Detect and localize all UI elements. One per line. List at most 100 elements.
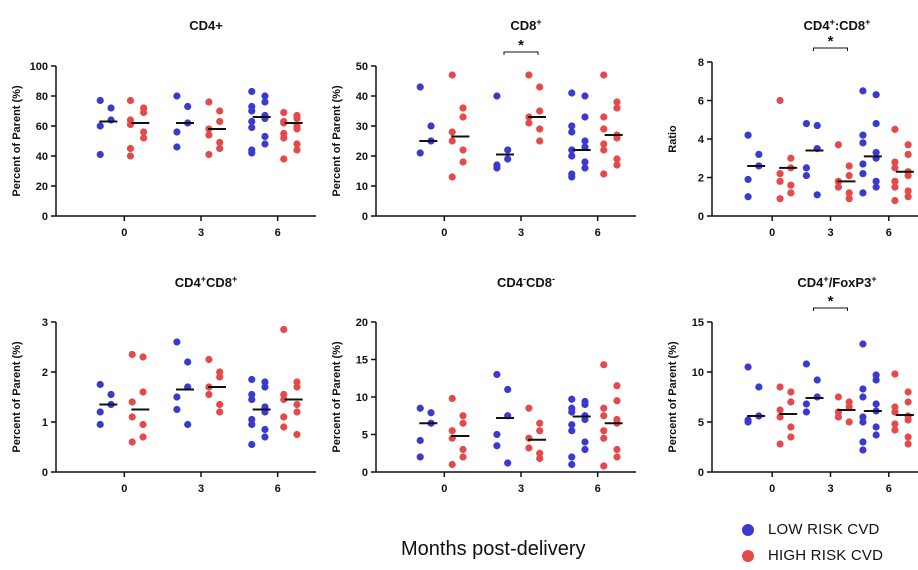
y-tick-label: 5 — [698, 417, 704, 429]
data-point-high-risk — [293, 378, 301, 386]
data-point-high-risk — [280, 108, 288, 117]
legend-swatch-low-risk — [742, 523, 754, 536]
data-point-high-risk — [776, 170, 784, 178]
data-point-high-risk — [280, 413, 288, 421]
data-point-high-risk — [139, 353, 147, 361]
data-point-low-risk — [261, 378, 269, 386]
data-point-low-risk — [859, 413, 867, 421]
data-point-high-risk — [216, 373, 224, 381]
data-point-high-risk — [448, 137, 456, 145]
chart-title: CD4-CD8- — [497, 274, 555, 290]
chart-panel-1: CD4+ 0 20 40 60 80 100 Percent of Parent (%) 0 3 6 — [11, 18, 316, 239]
data-point-high-risk — [216, 368, 224, 376]
data-point-low-risk — [96, 122, 104, 130]
data-point-low-risk — [872, 431, 880, 439]
data-point-low-risk — [107, 116, 115, 124]
x-tick-label: 3 — [518, 483, 524, 495]
y-tick-label: 20 — [36, 181, 48, 193]
data-point-high-risk — [776, 440, 784, 448]
chart-title: CD4+ — [189, 18, 223, 33]
y-tick-label: 6 — [698, 96, 704, 108]
data-point-low-risk — [568, 173, 576, 181]
data-point-high-risk — [280, 134, 288, 142]
data-point-low-risk — [581, 445, 589, 454]
data-point-low-risk — [261, 132, 269, 141]
data-point-high-risk — [904, 141, 912, 149]
data-point-high-risk — [904, 187, 912, 195]
y-tick-label: 4 — [698, 134, 705, 146]
data-point-low-risk — [493, 164, 501, 172]
data-point-high-risk — [293, 383, 301, 391]
data-point-high-risk — [600, 361, 608, 369]
data-point-low-risk — [568, 395, 576, 403]
data-point-low-risk — [568, 146, 576, 154]
data-point-low-risk — [493, 430, 501, 439]
data-point-low-risk — [581, 137, 589, 145]
data-point-high-risk — [280, 325, 288, 334]
legend-item-low-risk: LOW RISK CVD — [738, 518, 913, 541]
x-tick-label: 0 — [121, 483, 127, 495]
data-point-low-risk — [248, 390, 256, 399]
chart-title-part: CD8 — [206, 275, 232, 290]
data-point-low-risk — [802, 408, 811, 416]
data-point-high-risk — [293, 400, 301, 409]
y-tick-label: 60 — [36, 121, 48, 133]
chart-title-part: - — [523, 274, 526, 284]
data-point-high-risk — [459, 445, 467, 454]
data-point-low-risk — [581, 438, 589, 446]
data-point-low-risk — [872, 400, 880, 408]
data-point-low-risk — [248, 375, 256, 384]
data-point-low-risk — [416, 149, 424, 157]
y-tick-label: 40 — [36, 151, 48, 163]
data-point-low-risk — [859, 160, 867, 168]
x-tick-label: 6 — [595, 227, 601, 239]
x-tick-label: 3 — [827, 227, 833, 239]
data-point-low-risk — [261, 383, 269, 391]
data-point-low-risk — [248, 123, 256, 132]
data-point-low-risk — [416, 453, 424, 461]
data-point-low-risk — [184, 358, 192, 366]
data-point-high-risk — [536, 125, 544, 133]
y-axis-label: Percent of Parent (%) — [331, 341, 343, 453]
data-point-high-risk — [600, 125, 608, 133]
data-point-low-risk — [813, 191, 821, 199]
y-axis-label: Percent of Parent (%) — [11, 85, 23, 197]
data-point-high-risk — [205, 131, 213, 139]
chart-title-part: CD4 — [797, 275, 824, 290]
data-point-low-risk — [872, 148, 880, 157]
data-point-high-risk — [139, 420, 147, 429]
data-point-high-risk — [293, 430, 301, 439]
data-point-high-risk — [600, 427, 608, 435]
data-point-low-risk — [744, 193, 752, 201]
data-point-low-risk — [427, 122, 435, 130]
y-tick-label: 0 — [362, 467, 368, 479]
y-tick-label: 20 — [356, 151, 368, 163]
x-tick-label: 3 — [198, 483, 204, 495]
data-point-low-risk — [568, 89, 576, 97]
data-point-high-risk — [600, 412, 608, 420]
data-point-high-risk — [787, 433, 795, 441]
data-point-high-risk — [128, 413, 136, 421]
data-point-low-risk — [248, 107, 256, 115]
data-point-low-risk — [96, 380, 104, 389]
legend-swatch-high-risk — [742, 549, 754, 562]
data-point-high-risk — [891, 164, 899, 172]
data-point-low-risk — [261, 98, 269, 106]
data-point-low-risk — [872, 371, 880, 379]
y-tick-label: 2 — [42, 367, 48, 379]
y-axis-label: Ratio — [667, 125, 679, 153]
data-point-low-risk — [416, 436, 424, 445]
data-point-low-risk — [248, 415, 256, 424]
data-point-high-risk — [459, 113, 467, 121]
data-point-high-risk — [525, 119, 533, 127]
data-point-high-risk — [140, 134, 148, 142]
chart-title-part: CD8 — [526, 275, 552, 290]
data-point-high-risk — [600, 462, 608, 470]
x-tick-label: 3 — [827, 483, 833, 495]
data-point-low-risk — [568, 460, 576, 469]
data-point-high-risk — [891, 177, 899, 185]
data-point-high-risk — [845, 403, 853, 411]
data-point-low-risk — [493, 442, 501, 450]
